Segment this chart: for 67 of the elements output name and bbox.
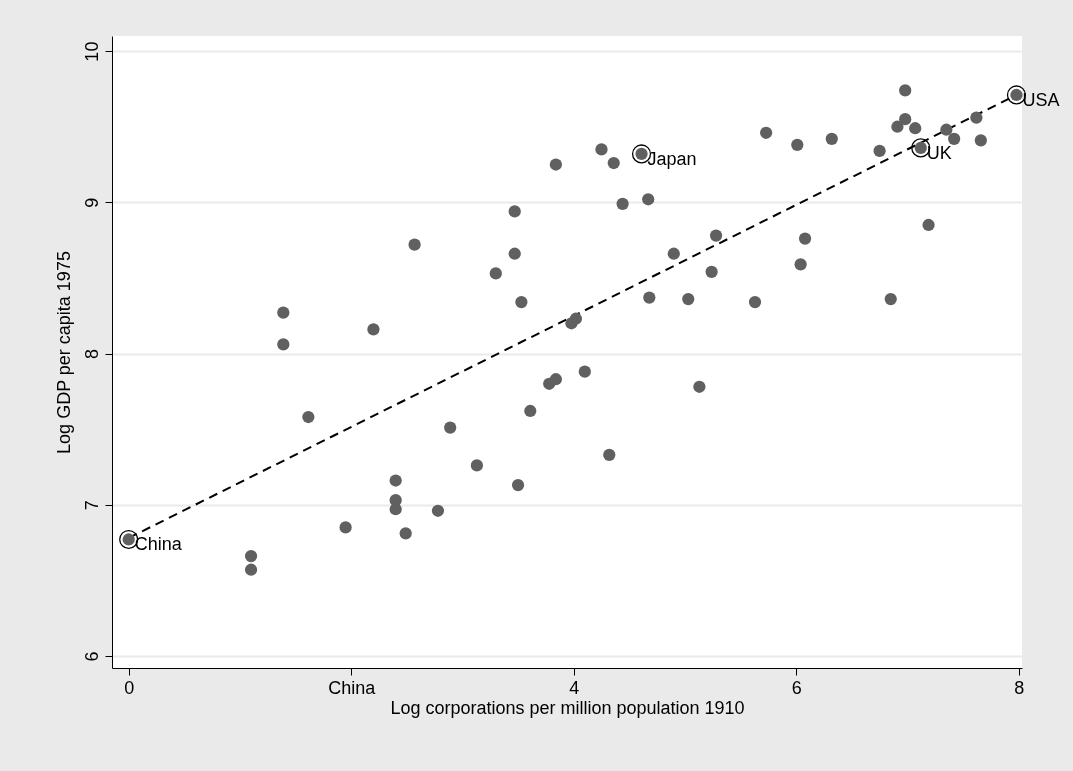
x-tick-label: China [328, 677, 377, 698]
point [974, 134, 987, 147]
y-tick-label: 10 [81, 41, 102, 62]
x-axis-title: Log corporations per million population 1910 [390, 697, 745, 718]
point [244, 550, 258, 563]
y-tick-label: 9 [81, 197, 102, 208]
point [760, 126, 773, 139]
point [408, 238, 421, 251]
point [791, 138, 804, 151]
point [549, 373, 562, 386]
point [607, 156, 620, 170]
point [642, 193, 655, 206]
point [549, 158, 562, 171]
point [489, 267, 502, 280]
point [948, 132, 961, 145]
point [367, 323, 380, 336]
point [709, 229, 723, 242]
point [748, 295, 762, 309]
point [884, 292, 897, 306]
point [277, 338, 290, 351]
y-axis-title: Log GDP per capita 1975 [53, 251, 74, 454]
point [511, 478, 525, 492]
x-tick-label: 6 [791, 677, 802, 698]
point [244, 563, 258, 576]
point [595, 143, 608, 156]
point [825, 132, 838, 145]
annotation: USA [1022, 89, 1060, 110]
point [970, 111, 983, 124]
point [399, 527, 412, 540]
point [693, 380, 706, 393]
x-tick-label: 0 [124, 677, 135, 698]
point [515, 295, 528, 309]
point [578, 365, 591, 378]
point [873, 144, 886, 158]
point [682, 292, 695, 306]
point [389, 474, 402, 487]
point [389, 503, 402, 516]
point [569, 312, 583, 325]
point [470, 459, 484, 472]
y-tick-label: 8 [81, 349, 102, 360]
point [891, 120, 904, 133]
point [899, 113, 912, 126]
point [524, 404, 537, 418]
point [899, 84, 912, 97]
point [508, 247, 521, 260]
x-tick-label: 8 [1014, 677, 1025, 698]
point [667, 247, 680, 260]
y-tick-label: 6 [81, 651, 102, 662]
point [922, 218, 935, 232]
point [508, 205, 521, 218]
point [444, 421, 457, 434]
point [603, 448, 616, 461]
point [339, 521, 352, 534]
point [277, 306, 290, 319]
point [940, 123, 953, 136]
point [909, 122, 922, 135]
annotation: Japan [647, 148, 697, 169]
annotation: China [134, 534, 183, 555]
point [794, 258, 807, 271]
x-tick-label: 4 [569, 677, 580, 698]
point [643, 291, 656, 304]
point [705, 265, 718, 278]
point [431, 504, 445, 517]
point [302, 410, 315, 424]
point [616, 197, 629, 210]
y-tick-label: 7 [81, 500, 102, 511]
point [798, 232, 812, 245]
